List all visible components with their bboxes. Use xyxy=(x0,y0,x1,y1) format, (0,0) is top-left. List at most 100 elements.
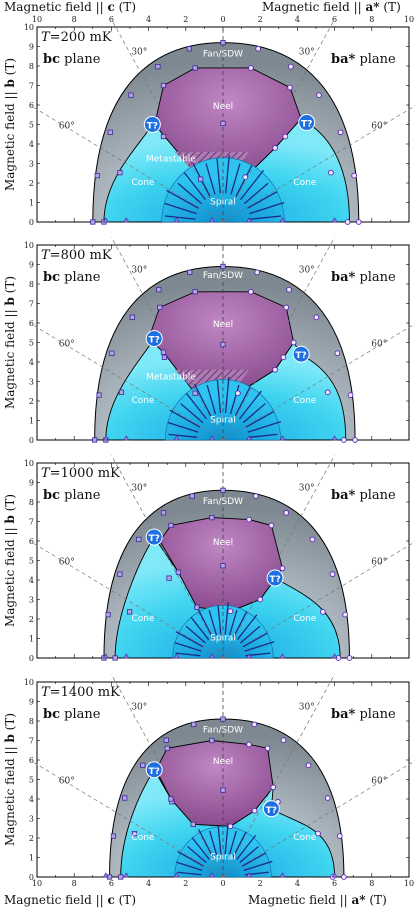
y-tick-label: 5 xyxy=(29,557,34,566)
metastable-label: Metastable xyxy=(146,373,196,383)
top-tick-label: 2 xyxy=(183,15,188,24)
spiral-spike xyxy=(187,845,207,864)
temperature-label: T=1400 mK xyxy=(41,685,120,700)
data-marker xyxy=(346,655,353,661)
data-marker xyxy=(123,217,130,223)
data-marker xyxy=(123,653,130,659)
y-tick-label: 10 xyxy=(24,241,34,250)
spiral-spike xyxy=(209,830,218,856)
angle-label-30-right: 30° xyxy=(299,483,315,493)
data-marker xyxy=(129,314,135,320)
data-marker xyxy=(96,392,102,398)
y-tick-label: 5 xyxy=(29,776,34,785)
data-marker xyxy=(336,833,343,839)
top-tick-label: 10 xyxy=(404,15,414,24)
spiral-spike xyxy=(230,163,241,195)
spiral-spike xyxy=(177,871,202,876)
bottom-tick-label: 10 xyxy=(32,879,42,888)
bc-plane-label: bc plane xyxy=(43,52,101,67)
y-tick-label: 7 xyxy=(29,518,34,527)
cone-label-right: Cone xyxy=(293,178,316,188)
data-marker xyxy=(246,741,252,748)
bottom-tick-label: 2 xyxy=(258,879,263,888)
bottom-tick-label: 4 xyxy=(295,879,300,888)
angle-label-60-right: 60° xyxy=(371,121,387,131)
data-marker xyxy=(342,611,349,618)
y-tick-label: 9 xyxy=(29,698,34,707)
y-tick-label: 2 xyxy=(29,179,34,188)
y-tick-label: 2 xyxy=(29,397,34,406)
data-marker xyxy=(175,569,181,575)
data-marker xyxy=(282,133,289,140)
y-tick-label: 5 xyxy=(29,339,34,348)
y-axis-title: Magnetic field || b (T) xyxy=(3,276,17,409)
data-marker xyxy=(122,795,128,801)
spiral-label: Spiral xyxy=(210,197,236,207)
spiral-spike xyxy=(233,611,248,638)
ba-star-plane-label: ba* plane xyxy=(331,488,396,503)
cone-label-right: Cone xyxy=(293,396,316,406)
spiral-spike xyxy=(174,642,202,652)
data-marker xyxy=(242,174,249,181)
spiral-spike xyxy=(169,409,201,428)
spiral-spike xyxy=(167,421,199,433)
data-marker xyxy=(164,745,170,751)
tricritical-label: T? xyxy=(148,534,159,544)
angle-guide-line xyxy=(222,19,335,223)
data-marker xyxy=(313,314,320,321)
angle-label-30-right: 30° xyxy=(299,47,315,57)
y-tick-label: 8 xyxy=(29,62,34,71)
data-marker xyxy=(279,565,286,572)
data-marker xyxy=(227,823,234,830)
data-marker xyxy=(227,608,234,615)
y-tick-label: 1 xyxy=(29,417,34,426)
data-marker xyxy=(245,217,253,223)
data-marker xyxy=(341,874,347,880)
spiral-spike xyxy=(232,831,247,858)
y-axis-title: Magnetic field || b (T) xyxy=(3,494,17,627)
data-marker xyxy=(255,45,261,52)
data-marker xyxy=(160,82,167,89)
data-marker xyxy=(220,263,226,270)
bottom-right-axis-title: Magnetic field || a* (T) xyxy=(248,893,387,907)
angle-guide-line xyxy=(111,455,224,659)
spiral-spike xyxy=(198,829,214,858)
data-marker xyxy=(160,349,167,355)
y-tick-label: 10 xyxy=(24,459,34,468)
y-tick-label: 7 xyxy=(29,300,34,309)
y-tick-label: 0 xyxy=(29,654,34,663)
spiral-spike xyxy=(247,421,281,433)
tricritical-label: T? xyxy=(266,806,277,816)
y-tick-label: 4 xyxy=(29,795,34,804)
data-marker xyxy=(351,172,358,179)
data-marker xyxy=(337,129,344,136)
spiral-label: Spiral xyxy=(210,852,236,862)
data-marker xyxy=(94,172,100,179)
angle-guide-line xyxy=(222,105,415,223)
y-tick-label: 3 xyxy=(29,378,34,387)
spiral-spike xyxy=(177,850,205,867)
angle-guide-line xyxy=(111,674,224,878)
y-tick-label: 0 xyxy=(29,218,34,227)
data-marker xyxy=(279,435,286,441)
data-marker xyxy=(220,40,226,46)
bottom-axis: 10 8 6 4 2 0 2 4 6 8 10 xyxy=(32,879,414,888)
data-marker xyxy=(286,286,292,293)
spiral-spike xyxy=(205,163,216,195)
data-marker xyxy=(123,435,130,441)
data-marker xyxy=(248,288,254,295)
y-tick-label: 9 xyxy=(29,261,34,270)
data-marker xyxy=(155,64,161,70)
spiral-spike xyxy=(236,614,258,641)
top-tick-label: 4 xyxy=(295,15,300,24)
ba-star-plane-label: ba* plane xyxy=(331,270,396,285)
spiral-spike xyxy=(236,834,257,860)
data-marker xyxy=(208,872,215,878)
data-marker xyxy=(90,219,96,225)
y-tick-label: 10 xyxy=(24,678,34,687)
spiral-spike xyxy=(216,379,222,413)
data-marker xyxy=(320,609,326,615)
data-marker xyxy=(126,609,133,615)
spiral-spike xyxy=(177,182,203,205)
data-marker xyxy=(315,830,321,837)
